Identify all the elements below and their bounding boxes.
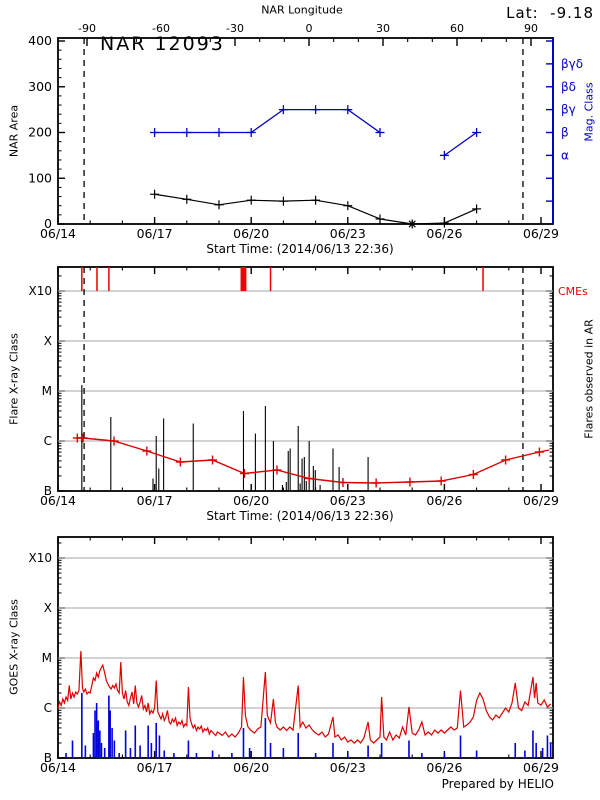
date-tick-label: 06/20 — [233, 226, 269, 241]
cmes-label: CMEs — [558, 285, 588, 298]
y-tick-label: C — [44, 434, 52, 448]
date-tick-label: 06/29 — [523, 226, 559, 241]
top-axis-label: NAR Longitude — [261, 3, 343, 17]
date-tick-label: 06/14 — [40, 760, 76, 775]
mag-class-tick-label: α — [561, 148, 569, 162]
area-tick-label: 300 — [28, 79, 52, 94]
latitude-annotation: Lat: -9.18 — [506, 4, 594, 22]
y2-axis-label-mag-class: Mag. Class — [582, 82, 596, 142]
cme-event-marks — [81, 267, 484, 291]
area-tick-label: 400 — [28, 33, 52, 48]
date-tick-label: 06/17 — [137, 226, 173, 241]
area-tick-label: 100 — [28, 170, 52, 185]
start-time-label-2: Start Time: (2014/06/13 22:36) — [206, 509, 394, 523]
longitude-tick-label: -90 — [78, 22, 96, 35]
nar-area-panel: -90 -60 -30 0 30 60 90 0 100 200 300 400 06/14 06/17 0… — [28, 22, 583, 241]
date-tick-label: 06/29 — [523, 760, 559, 775]
date-tick-label: 06/14 — [40, 493, 76, 508]
y-tick-label: X — [44, 334, 52, 348]
date-tick-label: 06/14 — [40, 226, 76, 241]
mag-class-tick-label: βδ — [561, 80, 576, 94]
chart-title: NAR 12093 — [100, 33, 225, 55]
goes-long-channel-series — [57, 650, 552, 744]
date-tick-label: 06/20 — [233, 760, 269, 775]
y-tick-label: X10 — [29, 284, 53, 298]
date-tick-label: 06/26 — [426, 226, 462, 241]
longitude-tick-label: 60 — [450, 22, 464, 35]
longitude-tick-label: 90 — [524, 22, 538, 35]
background-flux-series — [72, 433, 550, 488]
mag-class-tick-label: βγ — [561, 103, 576, 117]
nar-area-series — [150, 189, 482, 229]
mag-class-tick-label: β — [561, 126, 569, 140]
date-tick-label: 06/29 — [523, 493, 559, 508]
y-axis-label-flare-class: Flare X-ray Class — [7, 333, 21, 425]
y-tick-label: B — [44, 751, 52, 765]
date-tick-label: 06/17 — [137, 760, 173, 775]
goes-short-channel-spikes — [65, 693, 552, 758]
mag-class-series — [150, 105, 482, 160]
date-tick-label: 06/17 — [137, 493, 173, 508]
flares-panel: B C M X X10 06/14 06/17 06/20 06/23 06/26 06/29 — [29, 266, 559, 508]
longitude-tick-label: 30 — [376, 22, 390, 35]
date-tick-label: 06/20 — [233, 493, 269, 508]
y-tick-label: B — [44, 484, 52, 498]
y2-axis-label-flares-observed: Flares observed in AR — [582, 319, 596, 439]
date-tick-label: 06/26 — [426, 493, 462, 508]
y-tick-label: M — [42, 384, 52, 398]
y-axis-label-nar-area: NAR Area — [7, 104, 21, 158]
area-tick-label: 0 — [44, 216, 52, 231]
footer-credit: Prepared by HELIO — [441, 777, 554, 791]
date-tick-label: 06/23 — [330, 760, 366, 775]
y-tick-label: X — [44, 601, 52, 615]
date-tick-label: 06/23 — [330, 493, 366, 508]
y-tick-label: C — [44, 701, 52, 715]
y-axis-label-goes-class: GOES X-ray Class — [7, 599, 21, 695]
area-tick-label: 200 — [28, 125, 52, 140]
date-tick-label: 06/23 — [330, 226, 366, 241]
flare-spikes — [81, 385, 369, 491]
mag-class-tick-label: βγδ — [561, 57, 583, 71]
longitude-tick-label: -60 — [152, 22, 170, 35]
start-time-label-1: Start Time: (2014/06/13 22:36) — [206, 242, 394, 256]
y-tick-label: X10 — [29, 551, 53, 565]
goes-panel: B C M X X10 06/14 06/17 06/20 06/23 06/26 06/29 — [29, 536, 559, 775]
longitude-tick-label: 0 — [306, 22, 313, 35]
date-tick-label: 06/26 — [426, 760, 462, 775]
longitude-tick-label: -30 — [226, 22, 244, 35]
y-tick-label: M — [42, 651, 52, 665]
